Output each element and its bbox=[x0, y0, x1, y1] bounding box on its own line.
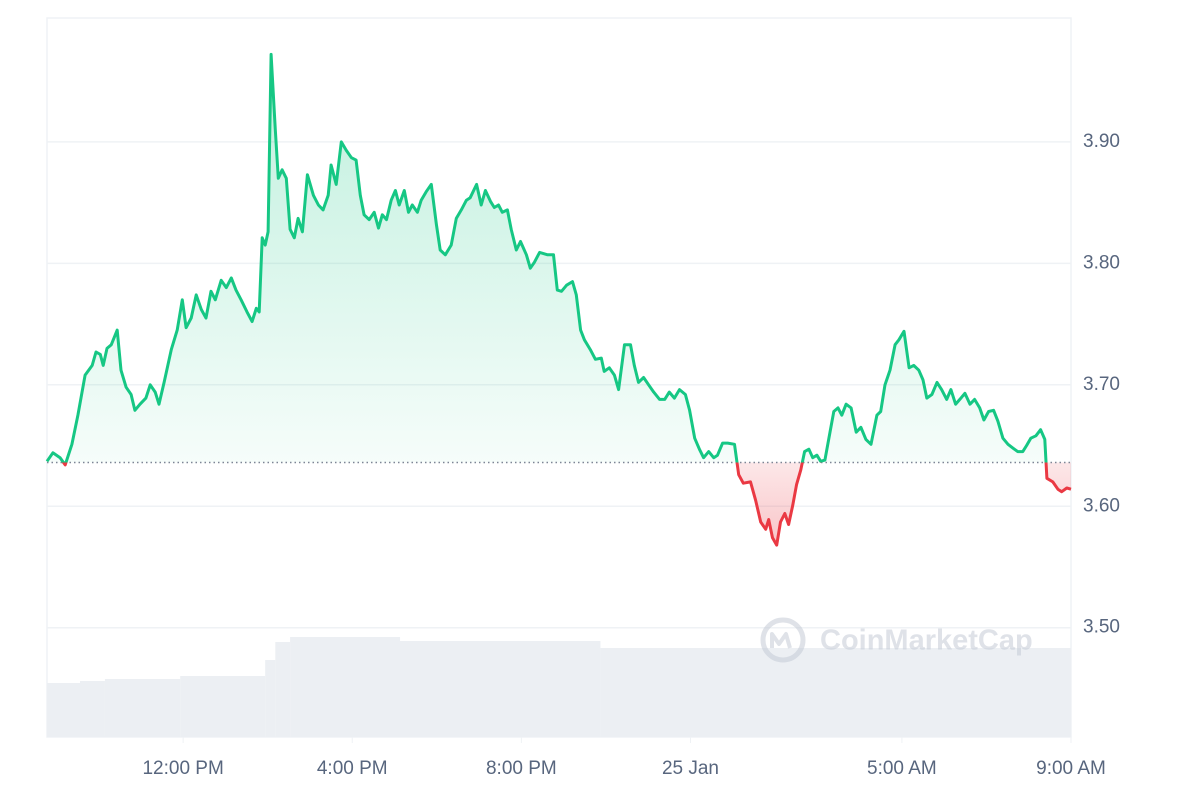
y-tick-label: 3.90 bbox=[1083, 131, 1120, 152]
price-line bbox=[45, 52, 1072, 547]
volume-bar bbox=[290, 637, 401, 737]
x-tick-label: 12:00 PM bbox=[142, 758, 223, 779]
volume-bar bbox=[180, 676, 266, 737]
volume-bar bbox=[79, 681, 105, 737]
watermark-group: CoinMarketCap bbox=[760, 617, 1033, 663]
plot bbox=[45, 52, 1072, 547]
y-tick-label: 3.50 bbox=[1083, 617, 1120, 638]
x-tick-label: 5:00 AM bbox=[867, 758, 937, 779]
volume-bar bbox=[400, 641, 601, 737]
y-tick-label: 3.80 bbox=[1083, 252, 1120, 273]
watermark-logo-mark bbox=[770, 632, 792, 649]
area bbox=[47, 54, 1071, 546]
y-tick-label: 3.70 bbox=[1083, 374, 1120, 395]
volume-bar bbox=[275, 642, 291, 737]
volume-bar bbox=[600, 648, 1071, 737]
volume-bar bbox=[265, 660, 276, 737]
y-tick-label: 3.60 bbox=[1083, 495, 1120, 516]
x-tick-label: 4:00 PM bbox=[317, 758, 388, 779]
x-tick-label: 25 Jan bbox=[662, 758, 719, 779]
watermark-logo bbox=[760, 617, 806, 663]
x-tick-label: 8:00 PM bbox=[486, 758, 557, 779]
volume bbox=[47, 637, 1071, 737]
volume-bar bbox=[47, 683, 80, 737]
axes: 3.50 3.60 3.70 3.80 3.90 12:00 PM 4:00 PM 8:00 … bbox=[142, 131, 1120, 779]
watermark-text: CoinMarketCap bbox=[820, 625, 1033, 657]
x-tick-label: 9:00 AM bbox=[1036, 758, 1106, 779]
volume-bar bbox=[104, 679, 181, 737]
